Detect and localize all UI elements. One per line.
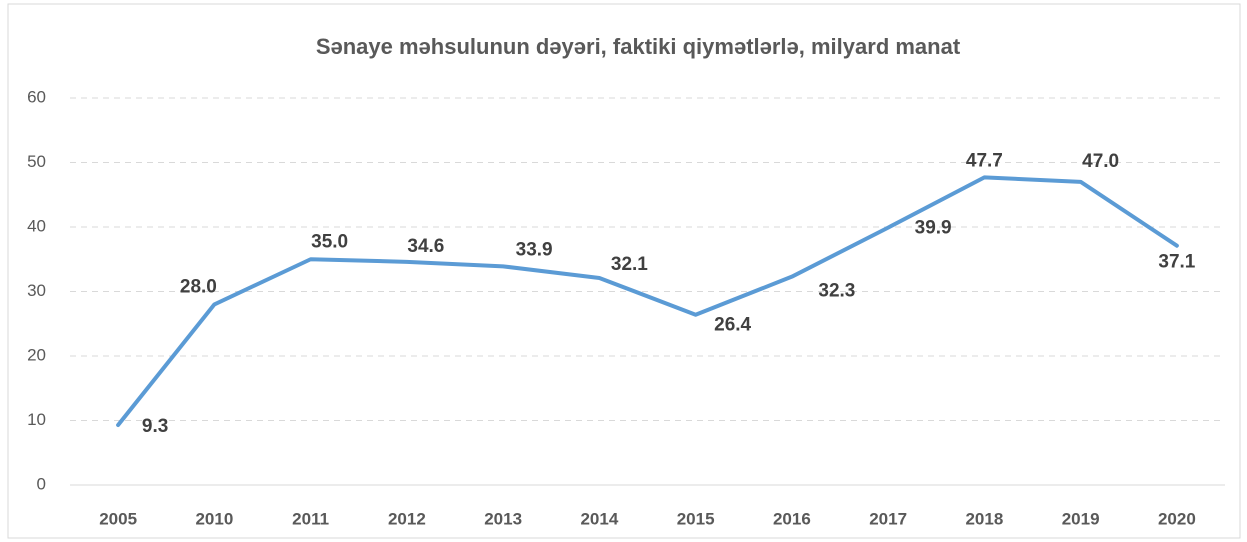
y-tick-label: 60 bbox=[27, 87, 46, 106]
data-label: 33.9 bbox=[516, 239, 553, 260]
x-tick-label: 2013 bbox=[484, 509, 522, 528]
x-tick-label: 2016 bbox=[773, 509, 811, 528]
data-label: 47.7 bbox=[966, 150, 1003, 171]
data-label: 32.3 bbox=[818, 281, 855, 302]
y-tick-label: 30 bbox=[27, 281, 46, 300]
y-tick-label: 20 bbox=[27, 345, 46, 364]
data-label: 28.0 bbox=[180, 276, 217, 297]
data-label: 37.1 bbox=[1158, 252, 1195, 273]
y-tick-label: 40 bbox=[27, 216, 46, 235]
data-label: 32.1 bbox=[611, 254, 648, 275]
y-tick-label: 50 bbox=[27, 152, 46, 171]
data-label: 34.6 bbox=[407, 236, 444, 257]
data-label: 35.0 bbox=[311, 231, 348, 252]
x-tick-label: 2012 bbox=[388, 509, 426, 528]
chart-title: Sənaye məhsulunun dəyəri, faktiki qiymət… bbox=[316, 34, 961, 59]
line bbox=[116, 175, 1179, 428]
x-tick-label: 2019 bbox=[1062, 509, 1100, 528]
data-label: 47.0 bbox=[1082, 151, 1119, 172]
chart-border bbox=[7, 3, 1241, 539]
x-tick-label: 2011 bbox=[292, 509, 329, 528]
x-tick-label: 2018 bbox=[965, 509, 1003, 528]
x-tick-label: 2014 bbox=[580, 509, 618, 528]
y-tick-label: 10 bbox=[27, 410, 46, 429]
data-label: 39.9 bbox=[915, 218, 952, 239]
x-tick-label: 2015 bbox=[677, 509, 715, 528]
data-label: 26.4 bbox=[714, 315, 751, 336]
x-tick-label: 2017 bbox=[869, 509, 907, 528]
x-tick-label: 2010 bbox=[195, 509, 233, 528]
y-tick-label: 0 bbox=[37, 474, 46, 493]
x-tick-label: 2005 bbox=[99, 509, 137, 528]
x-tick-label: 2020 bbox=[1158, 509, 1196, 528]
data-label: 9.3 bbox=[142, 416, 168, 437]
